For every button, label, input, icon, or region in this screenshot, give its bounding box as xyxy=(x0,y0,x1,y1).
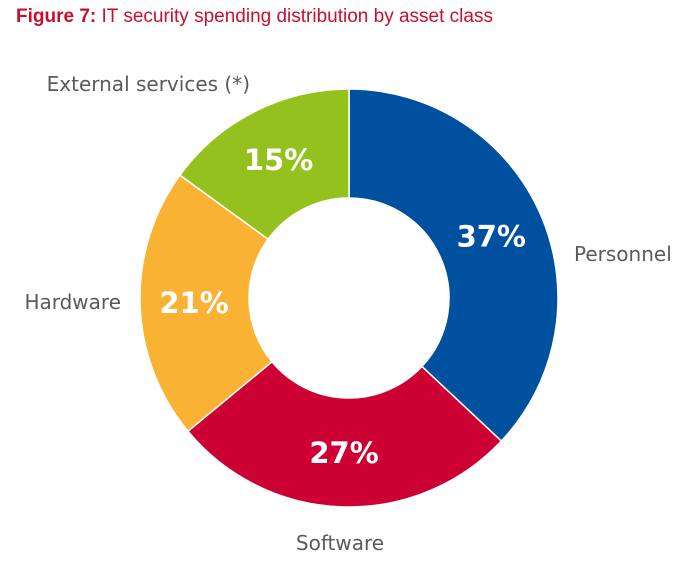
chart-slices xyxy=(139,88,559,508)
value-label-external-services: 15% xyxy=(244,143,313,177)
title-text: IT security spending distribution by ass… xyxy=(101,6,493,27)
slice-personnel xyxy=(348,88,559,443)
value-label-personnel: 37% xyxy=(457,219,526,253)
category-labels: Personnel Software Hardware External servic… xyxy=(24,72,671,555)
value-label-software: 27% xyxy=(309,436,378,470)
category-label-personnel: Personnel xyxy=(574,242,672,266)
slice-external-services xyxy=(178,88,350,241)
figure-label: Figure 7: xyxy=(16,6,97,27)
category-label-software: Software xyxy=(296,531,384,555)
value-label-hardware: 21% xyxy=(159,286,228,320)
value-labels: 37% 27% 21% 15% xyxy=(159,143,526,470)
slice-hardware xyxy=(139,174,274,433)
category-label-external-services: External services (*) xyxy=(47,72,250,96)
category-label-hardware: Hardware xyxy=(24,290,121,314)
slice-software xyxy=(186,360,503,508)
chart-title: Figure 7: IT security spending distribut… xyxy=(16,6,493,28)
